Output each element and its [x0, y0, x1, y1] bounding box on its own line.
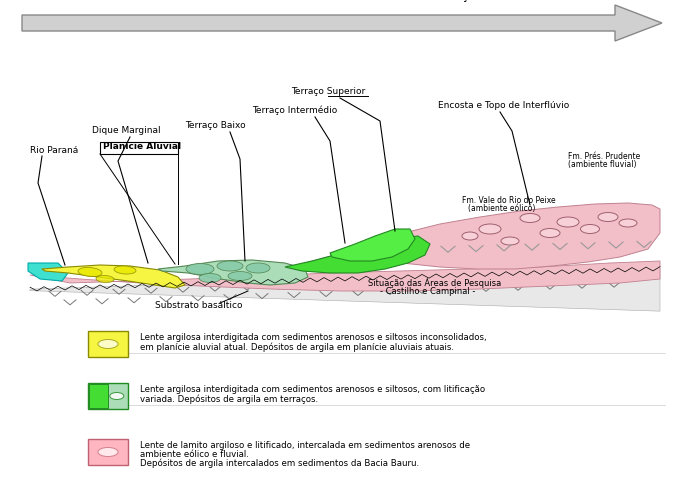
Polygon shape — [42, 265, 185, 288]
Ellipse shape — [479, 224, 501, 234]
Text: S e n t i d o   d o   a u m e n t o   d e   l i t i f i c a ç ã o: S e n t i d o d o a u m e n t o d e l i … — [170, 0, 490, 2]
Polygon shape — [28, 263, 68, 281]
Text: Depósitos de argila intercalados em sedimentos da Bacia Bauru.: Depósitos de argila intercalados em sedi… — [140, 459, 419, 468]
Bar — [88, 331, 128, 357]
Ellipse shape — [96, 276, 114, 283]
Bar — [88, 383, 128, 409]
Text: variada. Depósitos de argila em terraços.: variada. Depósitos de argila em terraços… — [140, 394, 318, 403]
Text: Lente argilosa interdigitada com sedimentos arenosos e siltosos inconsolidados,: Lente argilosa interdigitada com sedimen… — [140, 333, 486, 342]
Ellipse shape — [501, 237, 519, 245]
Text: Lente argilosa interdigitada com sedimentos arenosos e siltosos, com litificação: Lente argilosa interdigitada com sedimen… — [140, 385, 485, 394]
Bar — [89, 384, 108, 408]
Ellipse shape — [557, 217, 579, 227]
Text: Encosta e Topo de Interflúvio: Encosta e Topo de Interflúvio — [438, 101, 569, 110]
Polygon shape — [158, 260, 308, 285]
Text: ambiente eólico e fluvial.: ambiente eólico e fluvial. — [140, 450, 249, 459]
Ellipse shape — [186, 264, 214, 275]
Ellipse shape — [619, 219, 637, 227]
Bar — [88, 439, 128, 465]
Text: (ambiente eólico): (ambiente eólico) — [468, 204, 536, 213]
Text: Situação das Áreas de Pesquisa: Situação das Áreas de Pesquisa — [368, 278, 501, 288]
Text: (ambiente fluvial): (ambiente fluvial) — [568, 160, 637, 169]
Polygon shape — [285, 236, 430, 273]
Text: - Castilho e Campinal -: - Castilho e Campinal - — [380, 287, 475, 296]
Ellipse shape — [199, 274, 221, 283]
Ellipse shape — [217, 261, 243, 271]
Bar — [100, 142, 178, 154]
Polygon shape — [30, 269, 660, 311]
Text: Planície Aluvial: Planície Aluvial — [103, 142, 181, 151]
Ellipse shape — [598, 212, 618, 221]
Ellipse shape — [462, 232, 478, 240]
Ellipse shape — [581, 224, 599, 233]
Polygon shape — [330, 229, 415, 261]
Ellipse shape — [520, 213, 540, 222]
Text: Terraço Intermédio: Terraço Intermédio — [252, 106, 337, 115]
Text: Fm. Prés. Prudente: Fm. Prés. Prudente — [568, 152, 640, 161]
Text: Terraço Baixo: Terraço Baixo — [185, 121, 246, 130]
Text: Lente de lamito argiloso e litificado, intercalada em sedimentos arenosos de: Lente de lamito argiloso e litificado, i… — [140, 441, 470, 450]
Text: Dique Marginal: Dique Marginal — [92, 126, 161, 135]
Ellipse shape — [228, 272, 252, 281]
Ellipse shape — [98, 447, 118, 456]
Polygon shape — [22, 5, 662, 41]
Ellipse shape — [246, 263, 270, 273]
Polygon shape — [30, 261, 660, 291]
Text: Substrato basáltico: Substrato basáltico — [155, 301, 243, 310]
Ellipse shape — [98, 340, 118, 349]
Ellipse shape — [540, 228, 560, 237]
Text: Rio Paraná: Rio Paraná — [30, 146, 78, 155]
Text: Terraço Superior: Terraço Superior — [291, 87, 365, 96]
Ellipse shape — [78, 268, 102, 277]
Ellipse shape — [114, 266, 136, 274]
Text: Fm. Vale do Rio do Peixe: Fm. Vale do Rio do Peixe — [462, 196, 555, 205]
Ellipse shape — [110, 392, 124, 399]
Text: em planície aluvial atual. Depósitos de argila em planície aluviais atuais.: em planície aluvial atual. Depósitos de … — [140, 342, 454, 352]
Polygon shape — [305, 203, 660, 269]
